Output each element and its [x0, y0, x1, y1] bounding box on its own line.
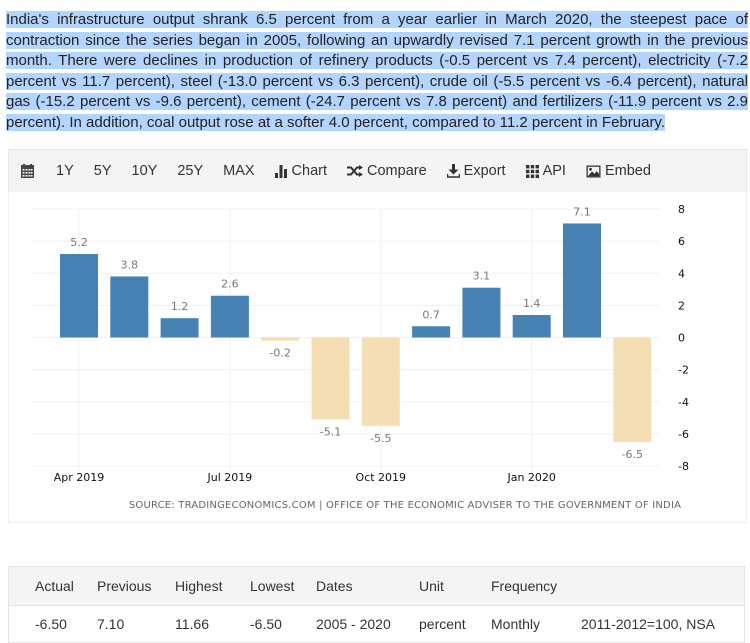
x-tick-label: Jan 2020 [506, 471, 555, 484]
bar-chart-icon [274, 164, 287, 178]
header-lowest: Lowest [250, 566, 316, 606]
bar-jul-2019[interactable] [210, 295, 249, 338]
chart-type-label: Chart [291, 163, 328, 179]
x-tick-label: Apr 2019 [54, 471, 105, 484]
bars [60, 223, 652, 442]
bar-dec-2019[interactable] [462, 287, 501, 338]
shuffle-icon [347, 165, 364, 177]
bar-jan-2020[interactable] [512, 315, 551, 338]
x-tick-label: Oct 2019 [356, 471, 407, 484]
range-10y-button[interactable]: 10Y [131, 163, 158, 179]
embed-label: Embed [604, 163, 651, 179]
header-previous: Previous [97, 566, 175, 606]
value-highest: 11.66 [175, 616, 209, 632]
grid-icon [525, 164, 539, 178]
data-label: -0.2 [269, 347, 290, 360]
stats-value-row: -6.50 7.10 11.66 -6.50 2005 - 2020 perce… [9, 606, 745, 643]
chart-source: SOURCE: TRADINGECONOMICS.COM | OFFICE OF… [128, 500, 682, 511]
header-actual: Actual [8, 566, 97, 606]
data-label: 7.1 [573, 205, 591, 218]
range-1y-button[interactable]: 1Y [56, 163, 74, 179]
y-tick-label: 8 [678, 203, 685, 216]
bar-mar-2020[interactable] [613, 337, 652, 442]
data-label: -6.5 [622, 448, 643, 461]
value-actual: -6.50 [35, 616, 67, 632]
value-dates: 2005 - 2020 [316, 616, 391, 632]
y-axis-ticks: 8 6 4 2 0 -2 -4 -6 -8 [678, 203, 689, 473]
calendar-button[interactable] [21, 164, 34, 178]
y-tick-label: -6 [678, 428, 689, 441]
api-button[interactable]: API [525, 163, 566, 179]
compare-label: Compare [367, 163, 427, 179]
bar-nov-2019[interactable] [412, 326, 451, 338]
calendar-icon [21, 164, 34, 178]
bar-jun-2019[interactable] [160, 318, 199, 338]
header-frequency: Frequency [491, 566, 581, 606]
embed-button[interactable]: Embed [586, 163, 651, 179]
api-label: API [542, 163, 566, 179]
image-icon [586, 165, 601, 177]
bar-aug-2019[interactable] [261, 337, 300, 341]
bar-chart: 5.2 3.8 1.2 2.6 -0.2 -5.1 -5.5 0.7 3.1 1.4 7.1 -6.5… [31, 203, 689, 484]
data-label: 0.7 [422, 308, 440, 321]
stats-table: Actual Previous Highest Lowest Dates Uni… [8, 566, 745, 643]
y-tick-label: -4 [678, 396, 689, 409]
data-labels: 5.2 3.8 1.2 2.6 -0.2 -5.1 -5.5 0.7 3.1 1.4 7.1 -6.5 [70, 205, 643, 460]
y-tick-label: 0 [678, 332, 685, 345]
data-label: 5.2 [70, 236, 88, 249]
y-tick-label: 4 [678, 267, 685, 280]
summary-paragraph: India's infrastructure output shrank 6.5… [6, 10, 748, 134]
x-tick-label: Jul 2019 [207, 471, 253, 484]
y-tick-label: 6 [678, 235, 685, 248]
data-label: 3.8 [121, 258, 139, 271]
export-label: Export [463, 163, 506, 179]
bar-feb-2020[interactable] [563, 223, 601, 338]
y-tick-label: -8 [678, 460, 689, 473]
chart-type-button[interactable]: Chart [274, 163, 328, 179]
stats-header-row: Actual Previous Highest Lowest Dates Uni… [8, 566, 745, 606]
y-tick-label: 2 [678, 299, 685, 312]
range-25y-button[interactable]: 25Y [177, 163, 204, 179]
data-label: 1.4 [523, 297, 541, 310]
x-axis-ticks: Apr 2019 Jul 2019 Oct 2019 Jan 2020 [54, 471, 556, 484]
y-tick-label: -2 [678, 364, 689, 377]
value-unit: percent [419, 616, 466, 632]
value-lowest: -6.50 [250, 616, 282, 632]
data-label: -5.1 [320, 425, 341, 438]
range-max-button[interactable]: MAX [223, 163, 255, 179]
download-icon [446, 164, 460, 178]
chart-toolbar: 1Y 5Y 10Y 25Y MAX Chart Compare Export [8, 149, 747, 193]
export-button[interactable]: Export [446, 163, 506, 179]
data-label: 3.1 [473, 270, 491, 283]
data-label: 2.6 [221, 278, 239, 291]
header-unit: Unit [419, 566, 491, 606]
value-previous: 7.10 [97, 616, 125, 632]
header-dates: Dates [316, 566, 419, 606]
data-label: -5.5 [370, 432, 391, 445]
value-frequency: Monthly [491, 616, 541, 632]
range-5y-button[interactable]: 5Y [93, 163, 112, 179]
header-highest: Highest [175, 566, 250, 606]
bar-sep-2019[interactable] [311, 337, 350, 420]
value-notes: 2011-2012=100, NSA [581, 616, 716, 632]
data-label: 1.2 [171, 300, 189, 313]
header-notes [581, 566, 745, 606]
bar-may-2019[interactable] [110, 276, 149, 338]
compare-button[interactable]: Compare [347, 163, 427, 179]
bar-oct-2019[interactable] [361, 337, 400, 426]
bar-apr-2019[interactable] [60, 253, 98, 338]
